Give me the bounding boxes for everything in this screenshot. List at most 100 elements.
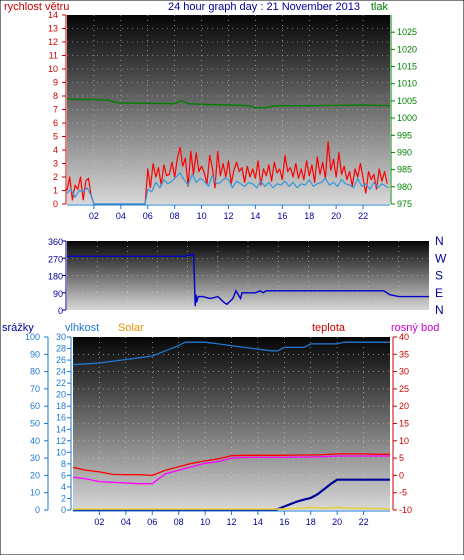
wind-speed-tick-label: 5 xyxy=(53,132,58,142)
precip-tick-label: 90 xyxy=(30,349,40,359)
compass-label: S xyxy=(435,269,443,283)
temperature-tick-label: 35 xyxy=(399,349,409,359)
wind-x-tick-label: 04 xyxy=(116,211,126,221)
wind-speed-tick-label: 9 xyxy=(53,78,58,88)
pressure-tick-label: 1010 xyxy=(397,79,417,89)
temperature-plot-area xyxy=(73,337,390,510)
pressure-tick-label: 1020 xyxy=(397,44,417,54)
humidity-tick-label: 20 xyxy=(56,390,66,400)
temperature-tick-label: 0 xyxy=(399,470,404,480)
wind-x-tick-label: 08 xyxy=(170,211,180,221)
wind-speed-tick-label: 0 xyxy=(53,199,58,209)
pressure-tick-label: 985 xyxy=(397,165,412,175)
wind-speed-line xyxy=(66,141,388,205)
wind-speed-tick-label: 7 xyxy=(53,105,58,115)
humidity-tick-label: 0 xyxy=(61,505,66,515)
temperature-tick-label: 30 xyxy=(399,367,409,377)
temperature-x-tick-label: 14 xyxy=(253,517,263,527)
pressure-tick-label: 990 xyxy=(397,147,412,157)
compass-label: N xyxy=(435,234,444,248)
direction-tick-label: 360 xyxy=(48,237,63,247)
humidity-tick-label: 22 xyxy=(56,378,66,388)
precip-tick-label: 80 xyxy=(30,367,40,377)
wind-speed-tick-label: 10 xyxy=(48,64,58,74)
direction-tick-label: 0 xyxy=(58,306,63,316)
humidity-tick-label: 10 xyxy=(56,447,66,457)
temperature-tick-label: 25 xyxy=(399,384,409,394)
direction-tick-label: 180 xyxy=(48,272,63,282)
temperature-tick-label: 20 xyxy=(399,401,409,411)
wind-x-tick-label: 14 xyxy=(250,211,260,221)
temperature-x-tick-label: 22 xyxy=(359,517,369,527)
humidity-tick-label: 18 xyxy=(56,401,66,411)
temperature-x-tick-label: 04 xyxy=(121,517,131,527)
precip-axis-title: srážky xyxy=(2,322,34,334)
temperature-tick-label: 40 xyxy=(399,332,409,342)
wind-speed-tick-label: 6 xyxy=(53,118,58,128)
solar-line xyxy=(73,506,391,510)
precip-tick-label: 20 xyxy=(30,470,40,480)
precip-tick-label: 70 xyxy=(30,384,40,394)
pressure-line xyxy=(66,98,391,109)
precip-tick-label: 0 xyxy=(35,505,40,515)
pressure-tick-label: 1025 xyxy=(397,27,417,37)
direction-tick-label: 90 xyxy=(53,289,63,299)
temperature-tick-label: 5 xyxy=(399,453,404,463)
temperature-tick-label: -10 xyxy=(399,505,412,515)
temperature-x-tick-label: 10 xyxy=(200,517,210,527)
wind-x-tick-label: 20 xyxy=(331,211,341,221)
wind-x-tick-label: 22 xyxy=(358,211,368,221)
wind-speed-tick-label: 13 xyxy=(48,24,58,34)
humidity-tick-label: 12 xyxy=(56,436,66,446)
pressure-tick-label: 1005 xyxy=(397,96,417,106)
temperature-x-tick-label: 08 xyxy=(174,517,184,527)
humidity-tick-label: 16 xyxy=(56,413,66,423)
pressure-tick-label: 975 xyxy=(397,199,412,209)
wind-avg-line xyxy=(66,172,389,205)
humidity-tick-label: 6 xyxy=(61,470,66,480)
humidity-tick-label: 14 xyxy=(56,424,66,434)
precip-tick-label: 10 xyxy=(30,488,40,498)
wind-direction-line xyxy=(67,253,429,307)
temperature-x-tick-label: 16 xyxy=(279,517,289,527)
wind-x-tick-label: 10 xyxy=(197,211,207,221)
rain-line xyxy=(73,478,390,512)
wind-x-tick-label: 16 xyxy=(277,211,287,221)
precip-tick-label: 50 xyxy=(30,419,40,429)
pressure-tick-label: 1000 xyxy=(397,113,417,123)
humidity-tick-label: 30 xyxy=(56,332,66,342)
humidity-tick-label: 2 xyxy=(61,493,66,503)
wind-speed-tick-label: 3 xyxy=(53,159,58,169)
pressure-tick-label: 980 xyxy=(397,182,412,192)
wind-speed-tick-label: 11 xyxy=(49,51,58,61)
humidity-tick-label: 26 xyxy=(56,355,66,365)
compass-label: W xyxy=(435,251,447,265)
temperature-tick-label: 15 xyxy=(399,419,409,429)
direction-tick-label: 270 xyxy=(48,254,63,264)
wind-x-tick-label: 12 xyxy=(223,211,233,221)
compass-label: E xyxy=(435,286,443,300)
dewpoint-line xyxy=(72,455,390,485)
pressure-tick-label: 995 xyxy=(397,130,412,140)
humidity-line xyxy=(72,341,390,366)
wind-speed-tick-label: 14 xyxy=(48,10,58,20)
solar-legend: Solar xyxy=(118,322,144,334)
wind-speed-axis-title: rychlost větru xyxy=(4,1,69,13)
temperature-tick-label: -5 xyxy=(399,488,407,498)
pressure-axis-title: tlak xyxy=(371,1,389,13)
wind-x-tick-label: 06 xyxy=(143,211,153,221)
wind-speed-tick-label: 4 xyxy=(53,145,58,155)
wind-speed-tick-label: 8 xyxy=(53,91,58,101)
temperature-x-tick-label: 02 xyxy=(94,517,104,527)
temperature-x-tick-label: 20 xyxy=(332,517,342,527)
dewpoint-legend: rosný bod xyxy=(391,322,439,334)
wind-speed-tick-label: 12 xyxy=(48,37,58,47)
chart-title: 24 hour graph day : 21 November 2013 xyxy=(168,1,360,13)
humidity-tick-label: 8 xyxy=(61,459,66,469)
humidity-tick-label: 28 xyxy=(56,344,66,354)
precip-tick-label: 60 xyxy=(30,401,40,411)
temperature-line xyxy=(72,453,390,477)
temperature-x-tick-label: 06 xyxy=(147,517,157,527)
